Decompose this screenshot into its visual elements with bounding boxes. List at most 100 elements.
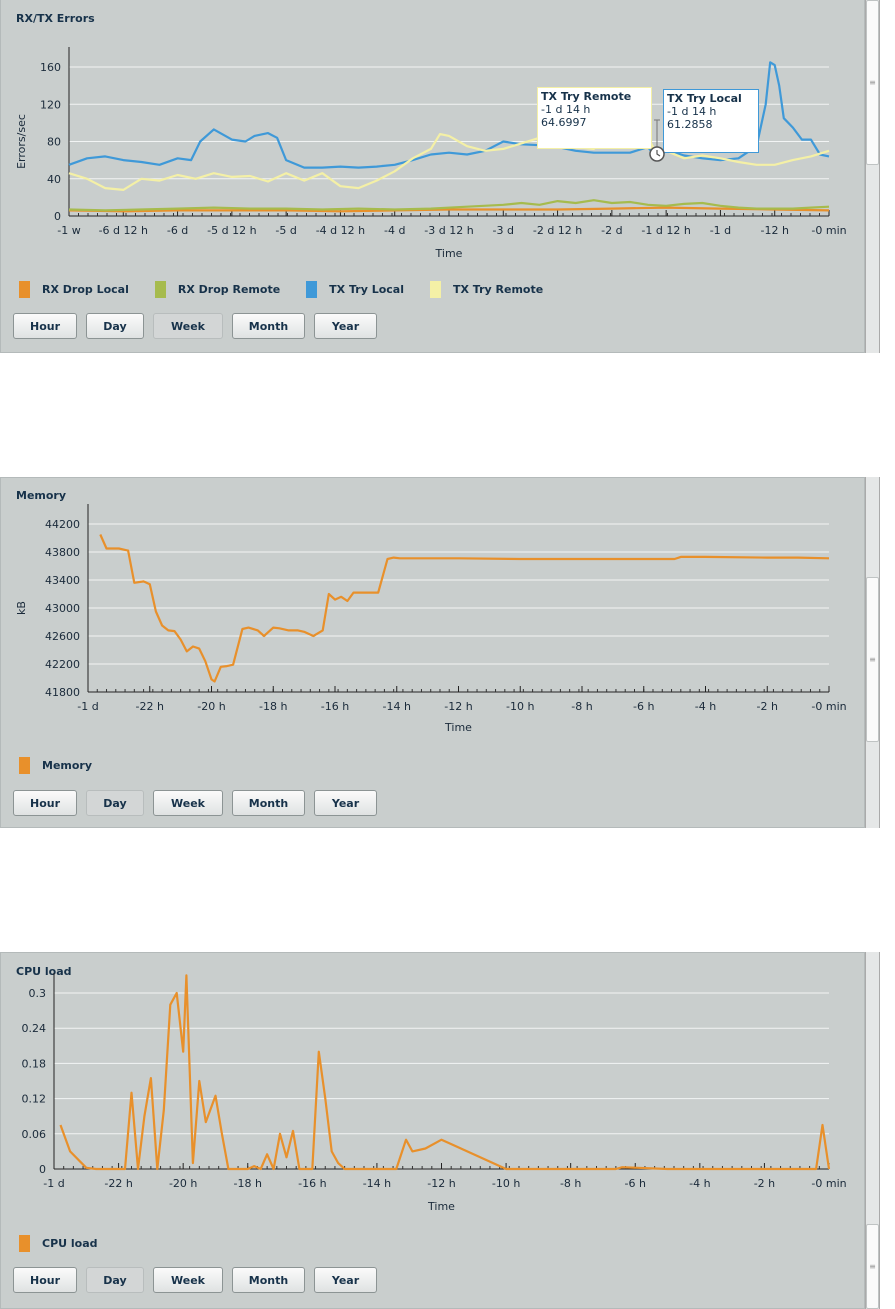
x-tick-label: -1 w — [57, 224, 80, 237]
y-tick-label: 0.24 — [22, 1022, 47, 1035]
legend-item-rx-drop-local[interactable]: RX Drop Local — [19, 281, 129, 298]
y-tick-label: 43800 — [45, 546, 80, 559]
panel-title: CPU load — [16, 965, 72, 978]
crosshair-marker — [649, 119, 665, 162]
scrollbar-thumb[interactable]: ≡ — [866, 1224, 879, 1309]
chart-legend: Memory — [19, 757, 118, 774]
x-tick-label: -2 h — [757, 700, 778, 713]
range-button-group: Hour Day Week Month Year — [13, 790, 386, 816]
memory-panel: Memory 41800 42200 42600 43000 43400 43800 442… — [0, 477, 865, 828]
legend-swatch — [19, 1235, 30, 1252]
x-tick-label: -3 d 12 h — [424, 224, 473, 237]
scrollbar-thumb[interactable]: ≡ — [866, 577, 879, 742]
y-tick-label: 80 — [47, 136, 61, 149]
legend-item-cpu-load[interactable]: CPU load — [19, 1235, 98, 1252]
x-tick-label: -1 d — [43, 1177, 64, 1190]
legend-label: RX Drop Remote — [177, 283, 281, 296]
y-tick-label: 42600 — [45, 630, 80, 643]
legend-label: CPU load — [42, 1237, 98, 1250]
x-tick-label: -0 min — [811, 1177, 846, 1190]
month-button[interactable]: Month — [232, 1267, 305, 1293]
x-tick-label: -5 d 12 h — [207, 224, 256, 237]
panel-title: RX/TX Errors — [16, 12, 95, 25]
scrollbar[interactable]: ≡ — [865, 477, 880, 828]
y-tick-label: 0.18 — [22, 1057, 47, 1070]
x-tick-label: -12 h — [444, 700, 472, 713]
hour-button[interactable]: Hour — [13, 313, 77, 339]
x-tick-label: -6 h — [625, 1177, 646, 1190]
x-tick-label: -5 d — [275, 224, 296, 237]
legend-swatch — [19, 757, 30, 774]
legend-item-tx-try-local[interactable]: TX Try Local — [306, 281, 404, 298]
y-tick-label: 42200 — [45, 658, 80, 671]
series-line-tx-try-remote — [68, 123, 830, 191]
cpu-load-panel: CPU load 0 0.06 0.12 0.18 0.24 0.3 -1 d -22 h -2… — [0, 952, 865, 1309]
x-tick-label: -4 h — [695, 700, 716, 713]
tooltip-tx-try-remote: TX Try Remote -1 d 14 h 64.6997 — [537, 87, 652, 149]
y-axis-label: Errors/sec — [15, 114, 28, 169]
tooltip-time: -1 d 14 h — [541, 103, 591, 116]
day-button[interactable]: Day — [86, 313, 144, 339]
range-button-group: Hour Day Week Month Year — [13, 313, 386, 339]
series-line-tx-try-local — [68, 61, 830, 169]
rx-tx-errors-chart: 0 40 80 120 160 -1 w -6 d 12 h -6 d -5 d 12 h -5 … — [15, 47, 847, 260]
week-button[interactable]: Week — [153, 790, 223, 816]
month-button[interactable]: Month — [232, 313, 305, 339]
year-button[interactable]: Year — [314, 790, 377, 816]
legend-item-tx-try-remote[interactable]: TX Try Remote — [429, 281, 543, 298]
legend-label: TX Try Local — [329, 283, 404, 296]
scrollbar-thumb[interactable]: ≡ — [866, 0, 879, 165]
y-tick-label: 44200 — [45, 518, 80, 531]
legend-item-rx-drop-remote[interactable]: RX Drop Remote — [154, 281, 281, 298]
legend-label: Memory — [42, 759, 93, 772]
x-tick-label: -1 d — [710, 224, 731, 237]
legend-item-memory[interactable]: Memory — [19, 757, 92, 774]
x-tick-label: -1 d — [77, 700, 98, 713]
tooltip-time: -1 d 14 h — [667, 105, 717, 118]
y-tick-label: 160 — [40, 61, 61, 74]
chart-legend: CPU load — [19, 1235, 124, 1252]
y-tick-label: 0.3 — [29, 987, 47, 1000]
panel-title: Memory — [16, 489, 67, 502]
x-tick-label: -1 d 12 h — [641, 224, 690, 237]
x-tick-label: -6 d 12 h — [99, 224, 148, 237]
x-tick-label: -22 h — [104, 1177, 132, 1190]
y-tick-label: 120 — [40, 98, 61, 111]
legend-label: RX Drop Local — [42, 283, 129, 296]
cpu-load-chart: 0 0.06 0.12 0.18 0.24 0.3 -1 d -22 h -20 h -18 h -… — [22, 973, 847, 1213]
x-tick-label: -22 h — [136, 700, 164, 713]
legend-swatch — [154, 281, 166, 298]
y-tick-label: 0.12 — [22, 1093, 47, 1106]
hour-button[interactable]: Hour — [13, 1267, 77, 1293]
x-tick-label: -6 d — [167, 224, 188, 237]
scrollbar[interactable]: ≡ — [865, 0, 880, 353]
legend-swatch — [306, 281, 318, 298]
y-axis-label: kB — [15, 601, 28, 615]
x-tick-label: -8 h — [560, 1177, 581, 1190]
year-button[interactable]: Year — [314, 1267, 377, 1293]
tooltip-value: 64.6997 — [541, 116, 587, 129]
tooltip-tx-try-local: TX Try Local -1 d 14 h 61.2858 — [663, 89, 759, 153]
y-tick-label: 41800 — [45, 686, 80, 699]
day-button[interactable]: Day — [86, 1267, 144, 1293]
x-tick-label: -16 h — [321, 700, 349, 713]
x-tick-label: -2 h — [754, 1177, 775, 1190]
hour-button[interactable]: Hour — [13, 790, 77, 816]
month-button[interactable]: Month — [232, 790, 305, 816]
week-button[interactable]: Week — [153, 313, 223, 339]
tooltip-value: 61.2858 — [667, 118, 713, 131]
x-tick-label: -2 d 12 h — [533, 224, 582, 237]
x-tick-label: -4 h — [689, 1177, 710, 1190]
x-tick-label: -4 d 12 h — [316, 224, 365, 237]
day-button[interactable]: Day — [86, 790, 144, 816]
week-button[interactable]: Week — [153, 1267, 223, 1293]
y-tick-label: 0.06 — [22, 1128, 47, 1141]
y-tick-label: 43000 — [45, 602, 80, 615]
x-tick-label: -14 h — [383, 700, 411, 713]
y-tick-label: 0 — [54, 210, 61, 223]
year-button[interactable]: Year — [314, 313, 377, 339]
x-tick-label: -3 d — [493, 224, 514, 237]
x-axis-label: Time — [435, 247, 463, 260]
x-tick-label: -0 min — [811, 700, 846, 713]
scrollbar[interactable]: ≡ — [865, 952, 880, 1309]
